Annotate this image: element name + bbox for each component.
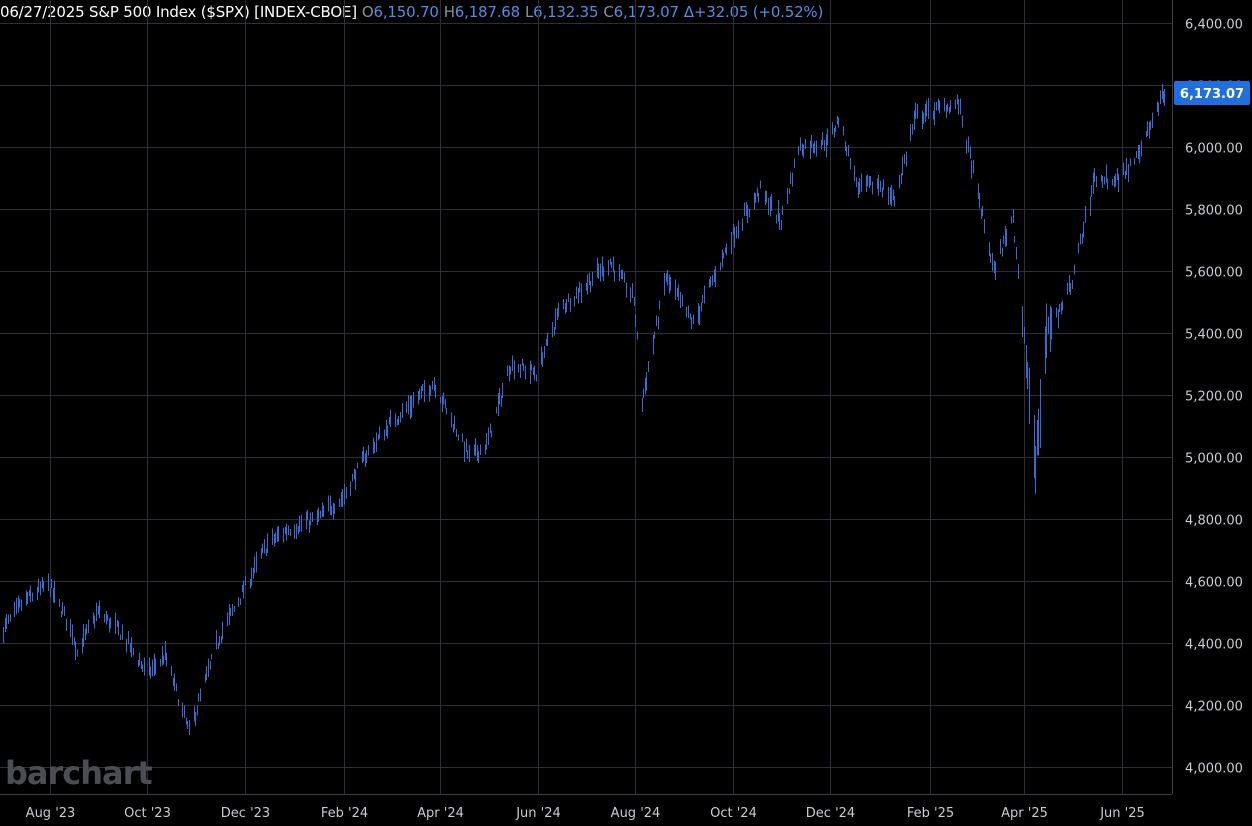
y-tick-label: 4,000.00: [1185, 762, 1243, 777]
y-tick-label: 5,800.00: [1185, 204, 1243, 219]
open-value: 6,150.70: [373, 3, 439, 21]
y-tick-label: 6,000.00: [1185, 142, 1243, 157]
close-value: 6,173.07: [613, 3, 679, 21]
x-tick-label: Aug '23: [26, 806, 76, 821]
low-key: L: [525, 3, 534, 21]
y-tick-label: 4,400.00: [1185, 638, 1243, 653]
x-tick-label: Apr '25: [1001, 806, 1048, 821]
x-tick-label: Jun '25: [1099, 806, 1145, 821]
x-tick-label: Aug '24: [611, 806, 661, 821]
open-key: O: [361, 3, 374, 21]
x-tick-label: Jun '24: [515, 806, 561, 821]
y-tick-label: 5,600.00: [1185, 266, 1243, 281]
high-key: H: [443, 3, 455, 21]
x-tick-label: Dec '24: [806, 806, 855, 821]
grid-layer: [0, 0, 1172, 794]
barchart-watermark: barchart: [5, 754, 152, 792]
x-tick-label: Oct '24: [710, 806, 757, 821]
y-tick-label: 4,200.00: [1185, 700, 1243, 715]
last-price-label-bg: [1174, 81, 1250, 105]
x-tick-label: Apr '24: [417, 806, 464, 821]
high-value: 6,187.68: [454, 3, 520, 21]
chart-title: 06/27/2025 S&P 500 Index ($SPX) [INDEX-C…: [0, 3, 357, 21]
y-tick-label: 6,400.00: [1185, 18, 1243, 33]
x-tick-label: Feb '25: [907, 806, 954, 821]
y-tick-label: 4,600.00: [1185, 576, 1243, 591]
y-tick-label: 4,800.00: [1185, 514, 1243, 529]
y-tick-label: 5,000.00: [1185, 452, 1243, 467]
x-tick-label: Feb '24: [321, 806, 368, 821]
x-tick-label: Dec '23: [221, 806, 270, 821]
price-bars: [2, 83, 1166, 736]
x-tick-label: Oct '23: [124, 806, 171, 821]
change-value: Δ+32.05 (+0.52%): [683, 3, 824, 21]
low-value: 6,132.35: [533, 3, 599, 21]
y-tick-label: 5,400.00: [1185, 328, 1243, 343]
last-price-label-text: 6,173.07: [1180, 87, 1244, 102]
y-tick-label: 5,200.00: [1185, 390, 1243, 405]
close-key: C: [603, 3, 614, 21]
chart-header: 06/27/2025 S&P 500 Index ($SPX) [INDEX-C…: [0, 3, 823, 25]
last-price-label: 6,173.07: [1174, 81, 1250, 105]
